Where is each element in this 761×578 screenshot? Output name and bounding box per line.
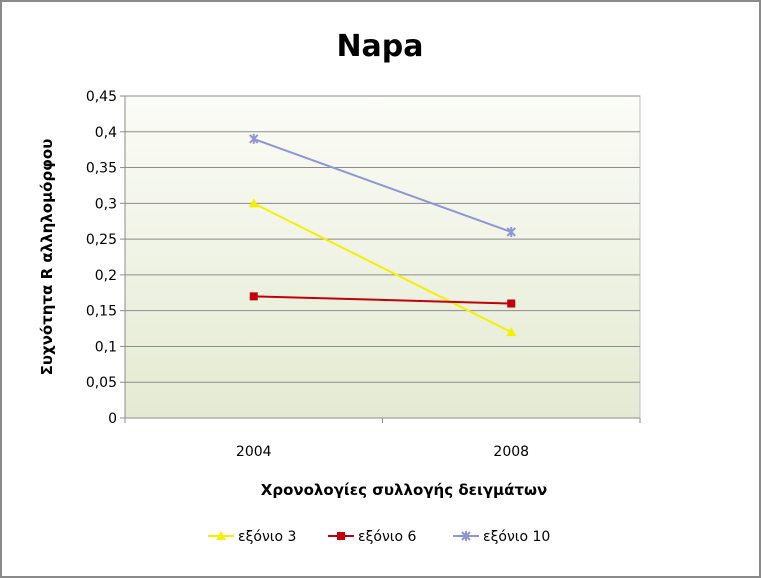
legend-label: εξόνιο 10 <box>483 529 550 545</box>
y-tick-label: 0,2 <box>95 268 117 284</box>
legend-item: εξόνιο 6 <box>328 529 417 545</box>
y-tick-label: 0 <box>108 411 117 427</box>
data-point <box>506 226 516 237</box>
x-tick-label: 2004 <box>236 444 272 460</box>
y-tick-label: 0,05 <box>86 375 117 391</box>
y-tick-label: 0,15 <box>86 304 117 320</box>
y-tick-label: 0,4 <box>95 125 117 141</box>
series-2 <box>249 292 516 308</box>
data-point <box>507 299 516 308</box>
legend-label: εξόνιο 6 <box>358 529 417 545</box>
axes: 0 0,05 0,1 0,15 0,2 0,25 0,3 0,35 0,4 0,45 2004 200… <box>86 89 641 460</box>
x-tick-label: 2008 <box>493 444 529 460</box>
legend-item: εξόνιο 10 <box>453 529 550 545</box>
y-tick-label: 0,3 <box>95 196 117 212</box>
x-axis-title: Χρονολογίες συλλογής δειγμάτων <box>261 481 547 499</box>
series-line <box>253 137 512 233</box>
legend-marker <box>337 532 345 540</box>
series-line <box>253 295 512 305</box>
legend-marker <box>461 531 471 541</box>
data-point <box>248 198 259 208</box>
series-1 <box>248 198 517 337</box>
y-tick-label: 0,25 <box>86 232 117 248</box>
legend: εξόνιο 3 εξόνιο 6 εξόνιο 10 <box>208 529 550 545</box>
data-point <box>249 292 258 301</box>
chart-title: Napa <box>336 29 423 64</box>
plot-area <box>124 95 641 419</box>
y-tick-label: 0,45 <box>86 89 117 105</box>
series-lines <box>248 133 517 337</box>
series-line <box>253 202 512 334</box>
y-tick-label: 0,1 <box>95 339 117 355</box>
data-point <box>249 133 259 144</box>
legend-label: εξόνιο 3 <box>238 529 296 545</box>
legend-marker <box>216 531 226 540</box>
legend-item: εξόνιο 3 <box>208 529 296 545</box>
gridlines <box>125 95 640 383</box>
data-point <box>506 327 517 337</box>
series-3 <box>249 133 516 237</box>
y-tick-label: 0,35 <box>86 161 117 177</box>
y-axis-title: Συχνότητα R αλληλομόρφου <box>38 139 56 376</box>
